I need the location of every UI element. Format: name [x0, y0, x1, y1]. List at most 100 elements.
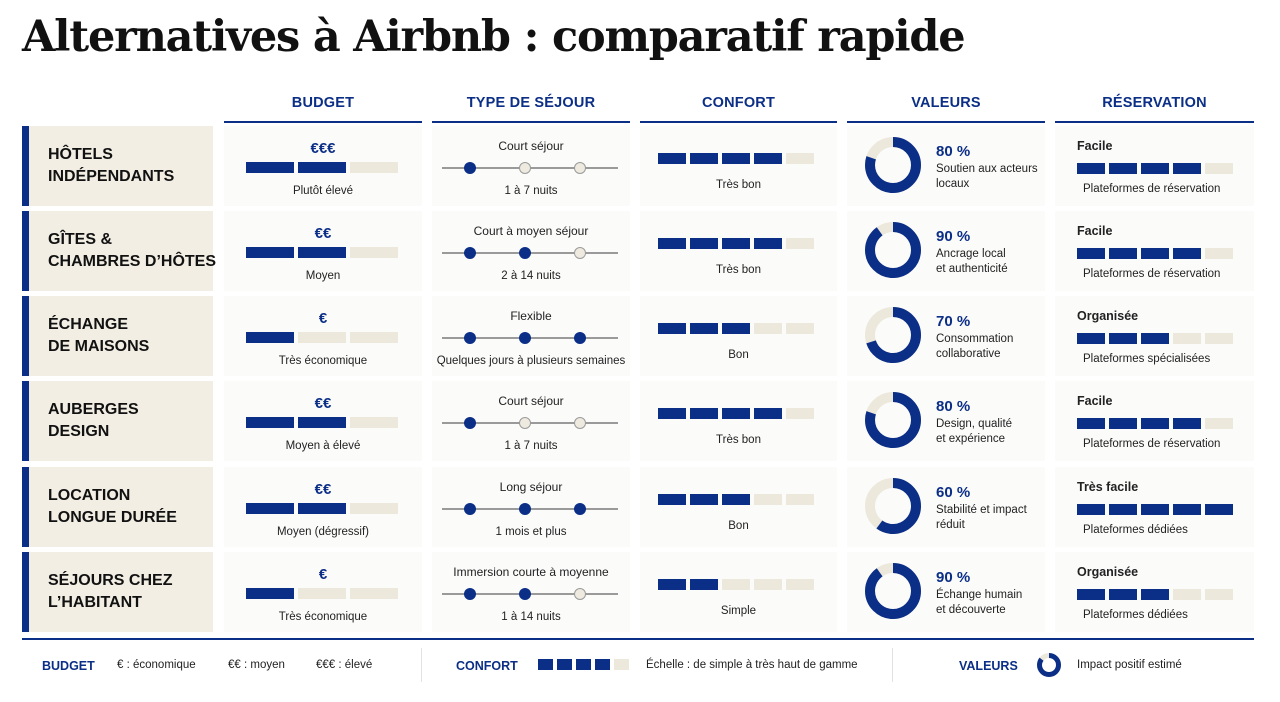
stay-dot: [574, 417, 586, 429]
budget-level-segment: [298, 503, 346, 514]
comfort-level-segment: [722, 494, 750, 505]
column-header: VALEURS: [911, 95, 981, 111]
legend-comfort-segment: [614, 659, 629, 670]
stay-duration: Quelques jours à plusieurs semaines: [436, 355, 626, 367]
values-donut: [865, 137, 921, 193]
donut-fill: [1037, 653, 1061, 677]
budget-level-segment: [298, 588, 346, 599]
comfort-level-segment: [786, 579, 814, 590]
values-cell: 90 % Ancrage local et authenticité: [847, 211, 1045, 291]
legend-comfort-text: Échelle : de simple à très haut de gamme: [646, 659, 858, 671]
budget-level-segment: [246, 247, 294, 258]
stay-duration: 1 à 7 nuits: [504, 440, 558, 452]
comfort-cell: Simple: [640, 552, 837, 632]
budget-level-segment: [350, 332, 398, 343]
values-percent: 60 %: [936, 484, 971, 501]
stay-dot: [574, 588, 586, 600]
values-donut: [865, 563, 921, 619]
comfort-level-segment: [690, 153, 718, 164]
booking-level-segment: [1173, 589, 1201, 600]
comfort-level-segment: [690, 494, 718, 505]
booking-level-segment: [1141, 333, 1169, 344]
comfort-label: Très bon: [716, 179, 761, 191]
comfort-level-segment: [786, 323, 814, 334]
values-donut: [865, 478, 921, 534]
booking-level-segment: [1205, 589, 1233, 600]
comfort-cell: Bon: [640, 467, 837, 547]
column-header: BUDGET: [291, 95, 355, 111]
table-row: SÉJOURS CHEZ L’HABITANT € Très économique I…: [22, 552, 1254, 634]
booking-level-segment: [1141, 418, 1169, 429]
comfort-level-segment: [754, 579, 782, 590]
column-header-rule: [224, 121, 422, 123]
values-description: Design, qualité et expérience: [936, 418, 1013, 445]
values-description: Échange humain et découverte: [936, 589, 1023, 616]
budget-symbol: €€: [314, 225, 332, 242]
booking-level-segment: [1077, 504, 1105, 515]
stay-dot: [574, 503, 586, 515]
stay-dot: [464, 503, 476, 515]
category-cell: HÔTELS INDÉPENDANTS: [22, 126, 213, 206]
stay-cell: Immersion courte à moyenne 1 à 14 nuits: [432, 552, 630, 632]
booking-title: Facile: [1077, 139, 1113, 153]
legend-separator: [892, 648, 893, 682]
comfort-level-segment: [658, 238, 686, 249]
comfort-level-segment: [754, 153, 782, 164]
stay-title: Court séjour: [498, 394, 564, 408]
comfort-level-segment: [690, 323, 718, 334]
stay-title: Long séjour: [499, 480, 563, 494]
budget-cell: € Très économique: [224, 296, 422, 376]
budget-symbol: €€: [314, 481, 332, 498]
budget-level-segment: [350, 417, 398, 428]
stay-dot: [464, 162, 476, 174]
budget-level-segment: [246, 503, 294, 514]
comfort-level-segment: [658, 408, 686, 419]
legend-comfort-segment: [557, 659, 572, 670]
donut-fill: [865, 563, 921, 619]
column-header-rule: [432, 121, 630, 123]
comfort-cell: Très bon: [640, 126, 837, 206]
table-row: LOCATION LONGUE DURÉE €€ Moyen (dégressif)…: [22, 467, 1254, 549]
comfort-level-segment: [786, 494, 814, 505]
comfort-level-segment: [722, 579, 750, 590]
category-label: SÉJOURS CHEZ L’HABITANT: [48, 572, 173, 611]
stay-cell: Court séjour 1 à 7 nuits: [432, 381, 630, 461]
comfort-label: Très bon: [716, 264, 761, 276]
comfort-level-segment: [722, 323, 750, 334]
values-percent: 80 %: [936, 398, 971, 415]
budget-level-segment: [350, 162, 398, 173]
column-header: TYPE DE SÉJOUR: [466, 95, 596, 111]
category-cell: ÉCHANGE DE MAISONS: [22, 296, 213, 376]
legend-separator: [421, 648, 422, 682]
booking-level-segment: [1205, 504, 1233, 515]
budget-level-segment: [246, 417, 294, 428]
values-percent: 90 %: [936, 228, 971, 245]
stay-title: Court séjour: [498, 139, 564, 153]
comfort-cell: Très bon: [640, 211, 837, 291]
comfort-level-segment: [690, 579, 718, 590]
budget-level-segment: [298, 417, 346, 428]
booking-level-segment: [1109, 418, 1137, 429]
budget-level-segment: [298, 162, 346, 173]
budget-label: Moyen (dégressif): [276, 526, 370, 538]
stay-dot: [519, 332, 531, 344]
stay-dot: [464, 247, 476, 259]
stay-duration: 1 à 14 nuits: [501, 611, 561, 623]
booking-level-segment: [1109, 333, 1137, 344]
values-percent: 80 %: [936, 143, 971, 160]
booking-level-segment: [1109, 589, 1137, 600]
category-cell: LOCATION LONGUE DURÉE: [22, 467, 213, 547]
booking-level-segment: [1077, 248, 1105, 259]
booking-platforms: Plateformes dédiées: [1083, 524, 1188, 536]
column-header: CONFORT: [701, 95, 776, 111]
budget-label: Très économique: [278, 611, 368, 623]
category-label: ÉCHANGE DE MAISONS: [48, 316, 150, 355]
comfort-level-segment: [722, 408, 750, 419]
booking-title: Très facile: [1077, 480, 1139, 494]
booking-level-segment: [1141, 589, 1169, 600]
comfort-level-segment: [658, 323, 686, 334]
budget-level-segment: [350, 247, 398, 258]
budget-level-segment: [246, 162, 294, 173]
stay-cell: Court à moyen séjour 2 à 14 nuits: [432, 211, 630, 291]
stay-dot: [464, 588, 476, 600]
